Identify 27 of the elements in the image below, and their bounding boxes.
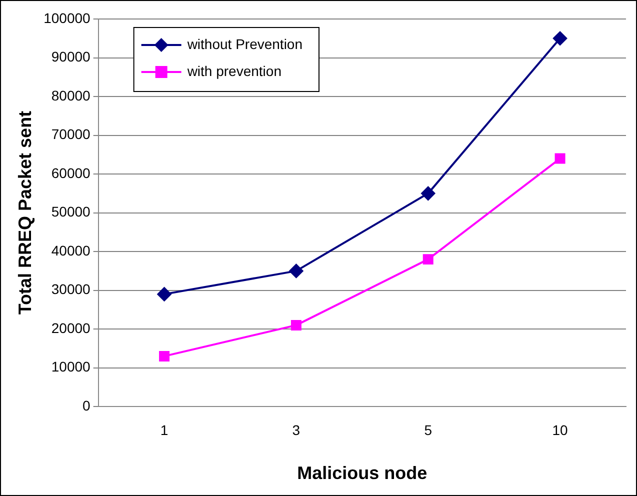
x-tick-label: 1: [160, 422, 168, 438]
y-tick-label: 30000: [51, 281, 91, 298]
y-tick-label: 80000: [51, 87, 91, 104]
x-axis-title: Malicious node: [297, 463, 428, 484]
point: [159, 350, 170, 362]
y-axis-title: Total RREQ Packet sent: [14, 110, 35, 315]
y-tick-label: 100000: [44, 10, 91, 26]
point: [422, 254, 434, 265]
legend-label: without Prevention: [186, 36, 303, 52]
y-tick-label: 50000: [51, 204, 91, 220]
y-tick-label: 70000: [51, 126, 91, 142]
y-tick-label: 40000: [51, 242, 91, 258]
y-tick-label: 60000: [51, 164, 91, 181]
point: [157, 287, 172, 302]
point: [289, 264, 304, 278]
point: [553, 31, 568, 46]
x-tick-label: 3: [292, 422, 300, 438]
point: [290, 320, 302, 330]
legend-label: with prevention: [186, 62, 282, 79]
y-tick-label: 20000: [51, 320, 91, 336]
point: [554, 153, 566, 164]
x-tick-label: 10: [552, 422, 568, 438]
x-tick-label: 5: [424, 422, 432, 438]
point: [421, 186, 436, 200]
y-tick-label: 10000: [51, 358, 91, 375]
y-tick-label: 90000: [51, 48, 91, 65]
y-tick-label: 0: [82, 397, 91, 414]
